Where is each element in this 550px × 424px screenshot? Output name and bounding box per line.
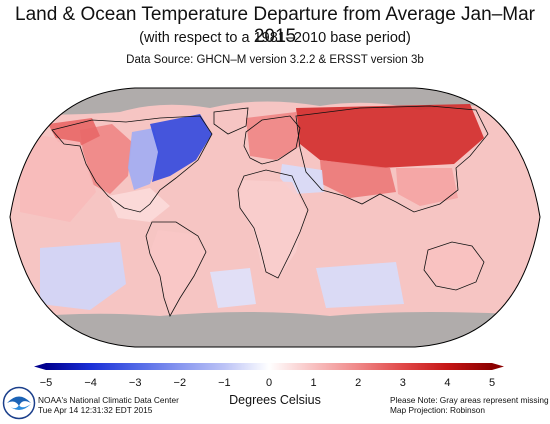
europe-outline xyxy=(243,115,301,165)
colorbar-tick-label: 4 xyxy=(444,377,450,389)
region-southeast-pacific xyxy=(40,242,126,310)
note-text: Please Note: Gray areas represent missin… xyxy=(390,395,550,415)
greenland-outline xyxy=(213,107,249,135)
region-south-atlantic xyxy=(210,268,256,308)
color-scale: −5 −4 −3 −2 −1 0 1 2 3 4 5 xyxy=(34,363,504,389)
world-map xyxy=(9,87,541,348)
north-america-outline xyxy=(51,115,213,213)
colorbar-max-arrow xyxy=(492,363,504,370)
credit-text: NOAA's National Climatic Data Center Tue… xyxy=(38,395,179,415)
note-line-1: Please Note: Gray areas represent missin… xyxy=(390,395,550,405)
data-source: Data Source: GHCN–M version 3.2.2 & ERSS… xyxy=(126,54,424,66)
asia-outline xyxy=(295,105,489,213)
map-title: Land & Ocean Temperature Departure from … xyxy=(15,4,535,47)
colorbar-tick-label: 5 xyxy=(489,377,495,389)
colorbar-gradient xyxy=(46,363,492,370)
colorbar-tick-label: −5 xyxy=(40,377,53,389)
map-fill xyxy=(10,88,540,347)
colorbar-tick-label: 1 xyxy=(311,377,317,389)
noaa-logo-icon xyxy=(2,386,36,420)
units-label: Degrees Celsius xyxy=(229,393,321,407)
region-eastern-canada xyxy=(150,114,212,182)
note-line-2: Map Projection: Robinson xyxy=(390,405,486,415)
region-africa xyxy=(238,180,306,278)
credit-line-1: NOAA's National Climatic Data Center xyxy=(38,395,179,405)
region-south-america xyxy=(150,230,206,312)
region-arctic xyxy=(10,88,540,115)
coastlines xyxy=(51,105,489,317)
colorbar-tick-label: −3 xyxy=(129,377,142,389)
region-southern-indian-ocean xyxy=(316,262,404,308)
region-central-canada xyxy=(128,128,160,190)
colorbar-tick-label: −4 xyxy=(84,377,97,389)
australia-outline xyxy=(423,241,485,291)
colorbar-tick-label: 3 xyxy=(400,377,406,389)
region-central-asia xyxy=(320,160,396,198)
region-northern-europe xyxy=(246,112,300,160)
colorbar-min-arrow xyxy=(34,363,46,370)
credit-line-2: Tue Apr 14 12:31:32 EDT 2015 xyxy=(38,405,153,415)
map-subtitle: (with respect to a 1981–2010 base period… xyxy=(139,30,411,46)
africa-outline xyxy=(237,169,309,279)
region-caribbean xyxy=(108,188,170,222)
colorbar-tick-label: −1 xyxy=(218,377,231,389)
region-north-pacific xyxy=(20,132,96,222)
colorbar-tick-label: 2 xyxy=(355,377,361,389)
region-antarctic xyxy=(10,312,540,347)
region-australia xyxy=(424,244,484,286)
region-east-asia xyxy=(396,168,458,206)
colorbar-tick-label: 0 xyxy=(266,377,272,389)
colorbar-tick-label: −2 xyxy=(174,377,187,389)
south-america-outline xyxy=(145,221,207,317)
region-russia-siberia xyxy=(296,104,484,168)
